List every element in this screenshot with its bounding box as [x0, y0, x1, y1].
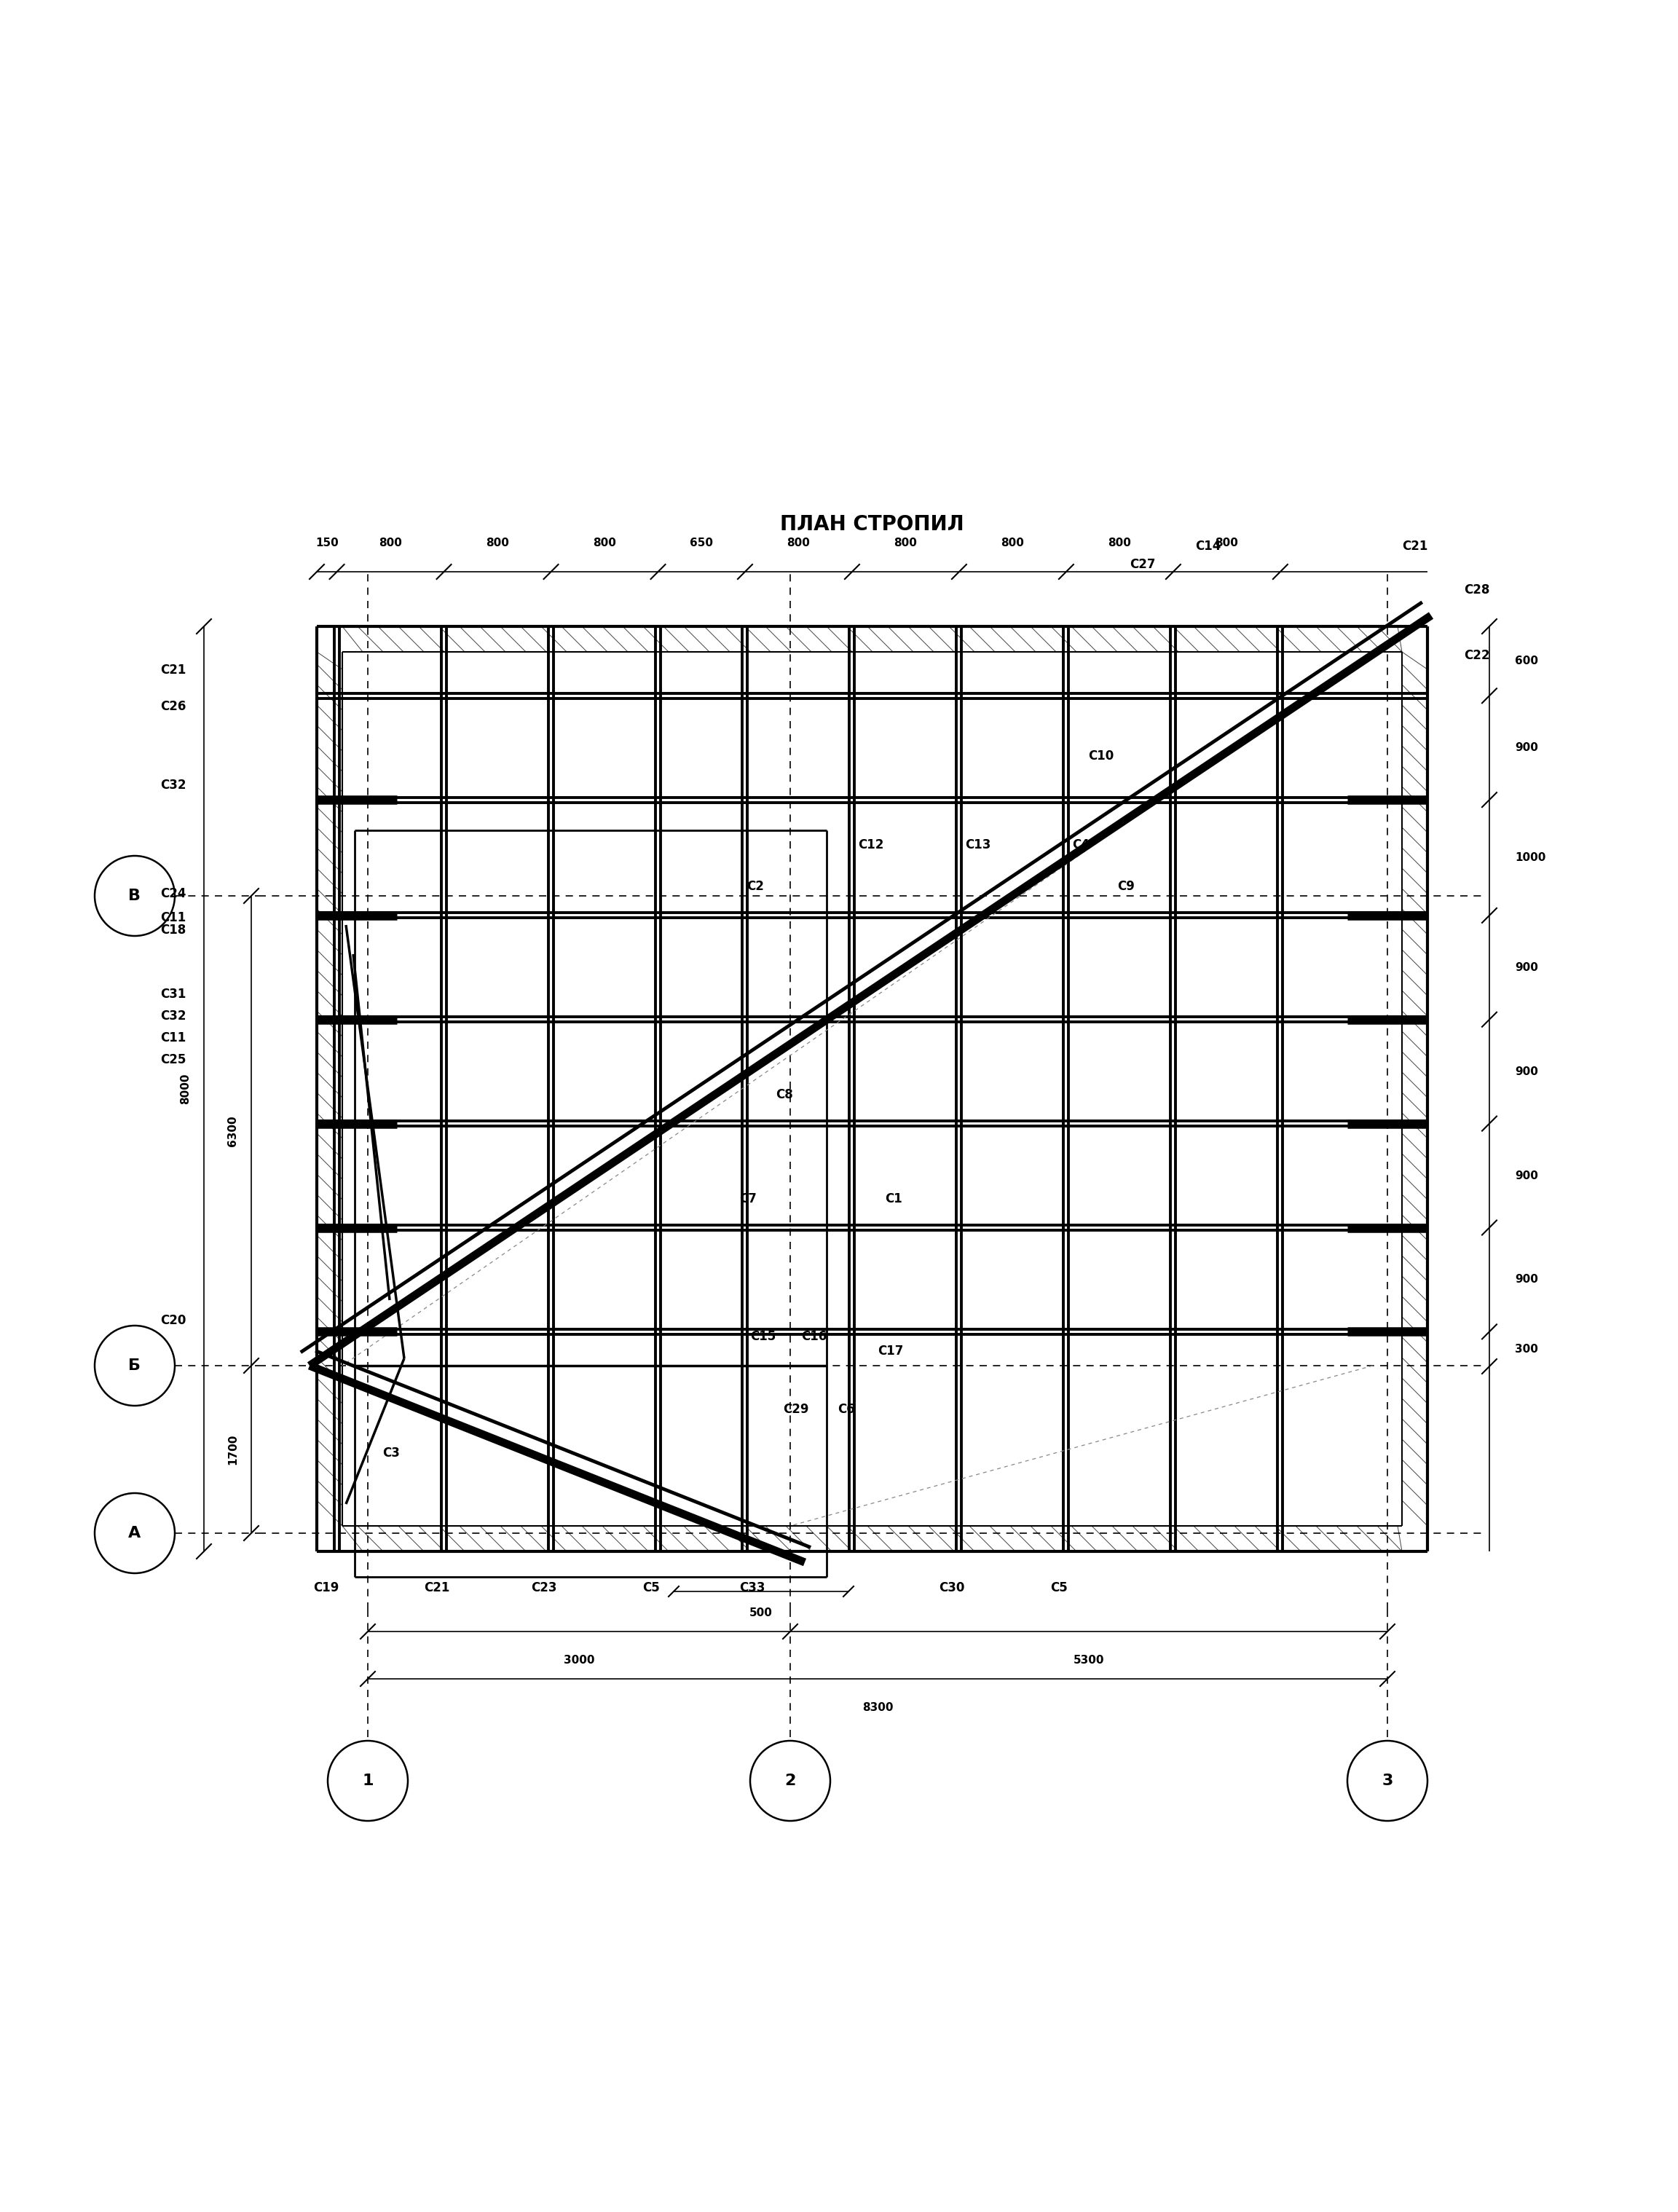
Text: С28: С28: [1463, 584, 1490, 597]
Text: С32: С32: [159, 779, 186, 792]
Text: С4: С4: [1072, 838, 1089, 852]
Text: С1: С1: [884, 1192, 903, 1206]
Text: С7: С7: [740, 1192, 757, 1206]
Text: С13: С13: [965, 838, 990, 852]
Text: С9: С9: [1118, 880, 1134, 894]
Text: С17: С17: [878, 1345, 903, 1358]
Text: 900: 900: [1515, 1066, 1539, 1077]
Text: 800: 800: [1107, 538, 1131, 549]
Text: 150: 150: [315, 538, 339, 549]
Text: С21: С21: [1403, 540, 1428, 553]
Text: С5: С5: [1050, 1582, 1067, 1595]
Text: 800: 800: [379, 538, 403, 549]
Text: С19: С19: [314, 1582, 339, 1595]
Text: 800: 800: [787, 538, 810, 549]
Text: С15: С15: [750, 1329, 775, 1343]
Text: 800: 800: [592, 538, 616, 549]
Text: С6: С6: [837, 1402, 854, 1416]
Text: С11: С11: [159, 1031, 186, 1044]
Text: 1: 1: [362, 1774, 374, 1787]
Text: 6300: 6300: [227, 1115, 238, 1146]
Text: С22: С22: [1463, 648, 1490, 661]
Text: 900: 900: [1515, 1274, 1539, 1285]
Text: 5300: 5300: [1074, 1655, 1104, 1666]
Text: С33: С33: [740, 1582, 765, 1595]
Text: 900: 900: [1515, 1170, 1539, 1181]
Text: С27: С27: [1129, 557, 1156, 571]
Text: С32: С32: [159, 1009, 186, 1022]
Text: 8300: 8300: [862, 1703, 893, 1712]
Text: С14: С14: [1195, 540, 1222, 553]
Text: С20: С20: [159, 1314, 186, 1327]
Text: С16: С16: [800, 1329, 827, 1343]
Text: С25: С25: [159, 1053, 186, 1066]
Text: С2: С2: [747, 880, 763, 894]
Text: С5: С5: [643, 1582, 659, 1595]
Text: 8000: 8000: [180, 1073, 191, 1104]
Text: С26: С26: [159, 701, 186, 712]
Text: 600: 600: [1515, 655, 1539, 666]
Text: С12: С12: [857, 838, 884, 852]
Text: С21: С21: [425, 1582, 450, 1595]
Text: 3000: 3000: [564, 1655, 594, 1666]
Text: 800: 800: [894, 538, 918, 549]
Text: С11: С11: [159, 911, 186, 925]
Text: 800: 800: [487, 538, 508, 549]
Text: 650: 650: [690, 538, 713, 549]
Text: 1000: 1000: [1515, 852, 1545, 863]
Text: С29: С29: [784, 1402, 809, 1416]
Text: 800: 800: [1002, 538, 1024, 549]
Text: А: А: [129, 1526, 141, 1540]
Text: 900: 900: [1515, 962, 1539, 973]
Text: 500: 500: [750, 1608, 772, 1619]
Text: С10: С10: [1087, 750, 1114, 763]
Text: В: В: [129, 889, 141, 902]
Text: Б: Б: [129, 1358, 141, 1374]
Text: 300: 300: [1515, 1343, 1539, 1354]
Text: С30: С30: [940, 1582, 965, 1595]
Text: 2: 2: [785, 1774, 795, 1787]
Text: 3: 3: [1381, 1774, 1393, 1787]
Text: С18: С18: [159, 922, 186, 936]
Text: ПЛАН СТРОПИЛ: ПЛАН СТРОПИЛ: [780, 513, 965, 535]
Text: С21: С21: [159, 664, 186, 677]
Text: С24: С24: [159, 887, 186, 900]
Text: С3: С3: [383, 1447, 399, 1460]
Text: 800: 800: [1215, 538, 1238, 549]
Text: 900: 900: [1515, 743, 1539, 754]
Text: С23: С23: [530, 1582, 557, 1595]
Text: С8: С8: [775, 1088, 794, 1102]
Text: 1700: 1700: [227, 1433, 238, 1464]
Text: С31: С31: [159, 987, 186, 1000]
